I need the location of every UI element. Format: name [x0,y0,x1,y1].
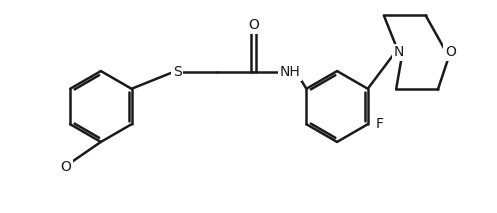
Text: O: O [248,18,259,32]
Text: N: N [394,45,404,59]
Text: O: O [445,45,456,59]
Text: NH: NH [280,65,301,79]
Text: O: O [60,160,71,174]
Text: S: S [173,65,181,79]
Text: F: F [375,117,383,131]
